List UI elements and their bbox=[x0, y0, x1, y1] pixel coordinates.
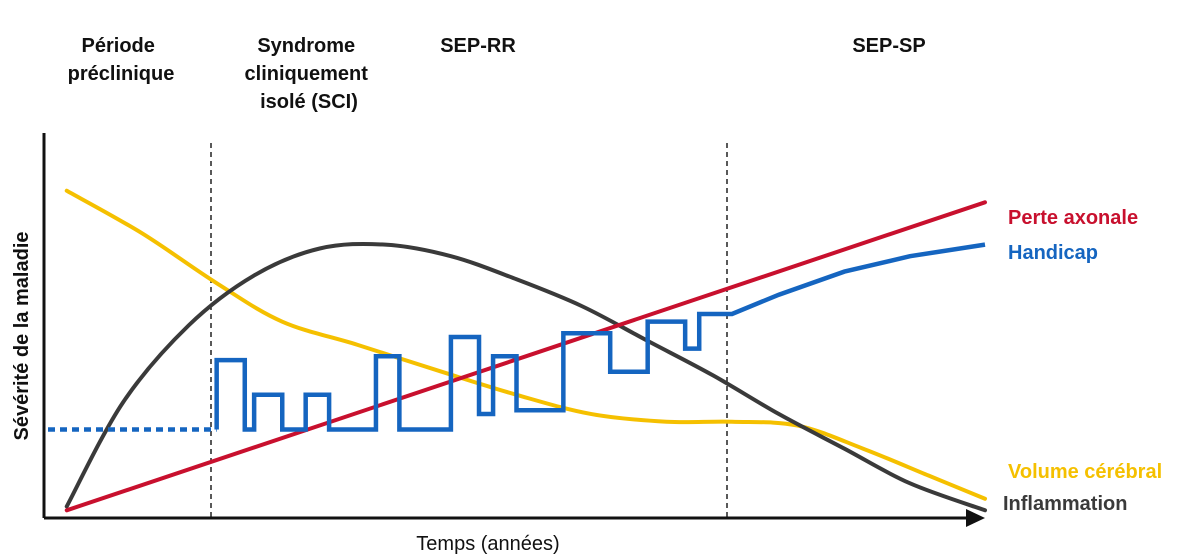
phase-label-line: SEP-SP bbox=[852, 35, 925, 57]
phase-labels: Période préclinique Syndrome cliniquemen… bbox=[68, 35, 926, 113]
phase-label-sep-sp: SEP-SP bbox=[852, 35, 925, 57]
phase-label-line: SEP-RR bbox=[440, 35, 516, 57]
phase-label-sci: Syndrome cliniquement isolé (SCI) bbox=[245, 35, 374, 113]
phase-label-line: cliniquement bbox=[245, 63, 369, 85]
series-label-perte-axonale: Perte axonale bbox=[1008, 207, 1138, 229]
series-line-perte-axonale bbox=[64, 200, 987, 513]
series-label-inflammation: Inflammation bbox=[1003, 493, 1127, 515]
y-axis-label: Sévérité de la maladie bbox=[11, 231, 33, 440]
phase-label-line: préclinique bbox=[68, 63, 175, 85]
series-layer bbox=[48, 188, 987, 513]
x-axis-label: Temps (années) bbox=[416, 533, 559, 555]
phase-label-preclinique: Période préclinique bbox=[68, 35, 175, 85]
x-axis-arrow-icon bbox=[966, 509, 985, 527]
phase-label-sep-rr: SEP-RR bbox=[440, 35, 516, 57]
phase-label-line: isolé (SCI) bbox=[260, 91, 358, 113]
phase-label-line: Période bbox=[82, 35, 155, 57]
series-line-handicap bbox=[214, 242, 986, 432]
series-line-volume-cerebral bbox=[64, 188, 987, 501]
series-label-volume-cerebral: Volume cérébral bbox=[1008, 461, 1162, 483]
series-line-inflammation bbox=[64, 241, 987, 513]
series-label-handicap: Handicap bbox=[1008, 242, 1098, 264]
phase-label-line: Syndrome bbox=[257, 35, 355, 57]
